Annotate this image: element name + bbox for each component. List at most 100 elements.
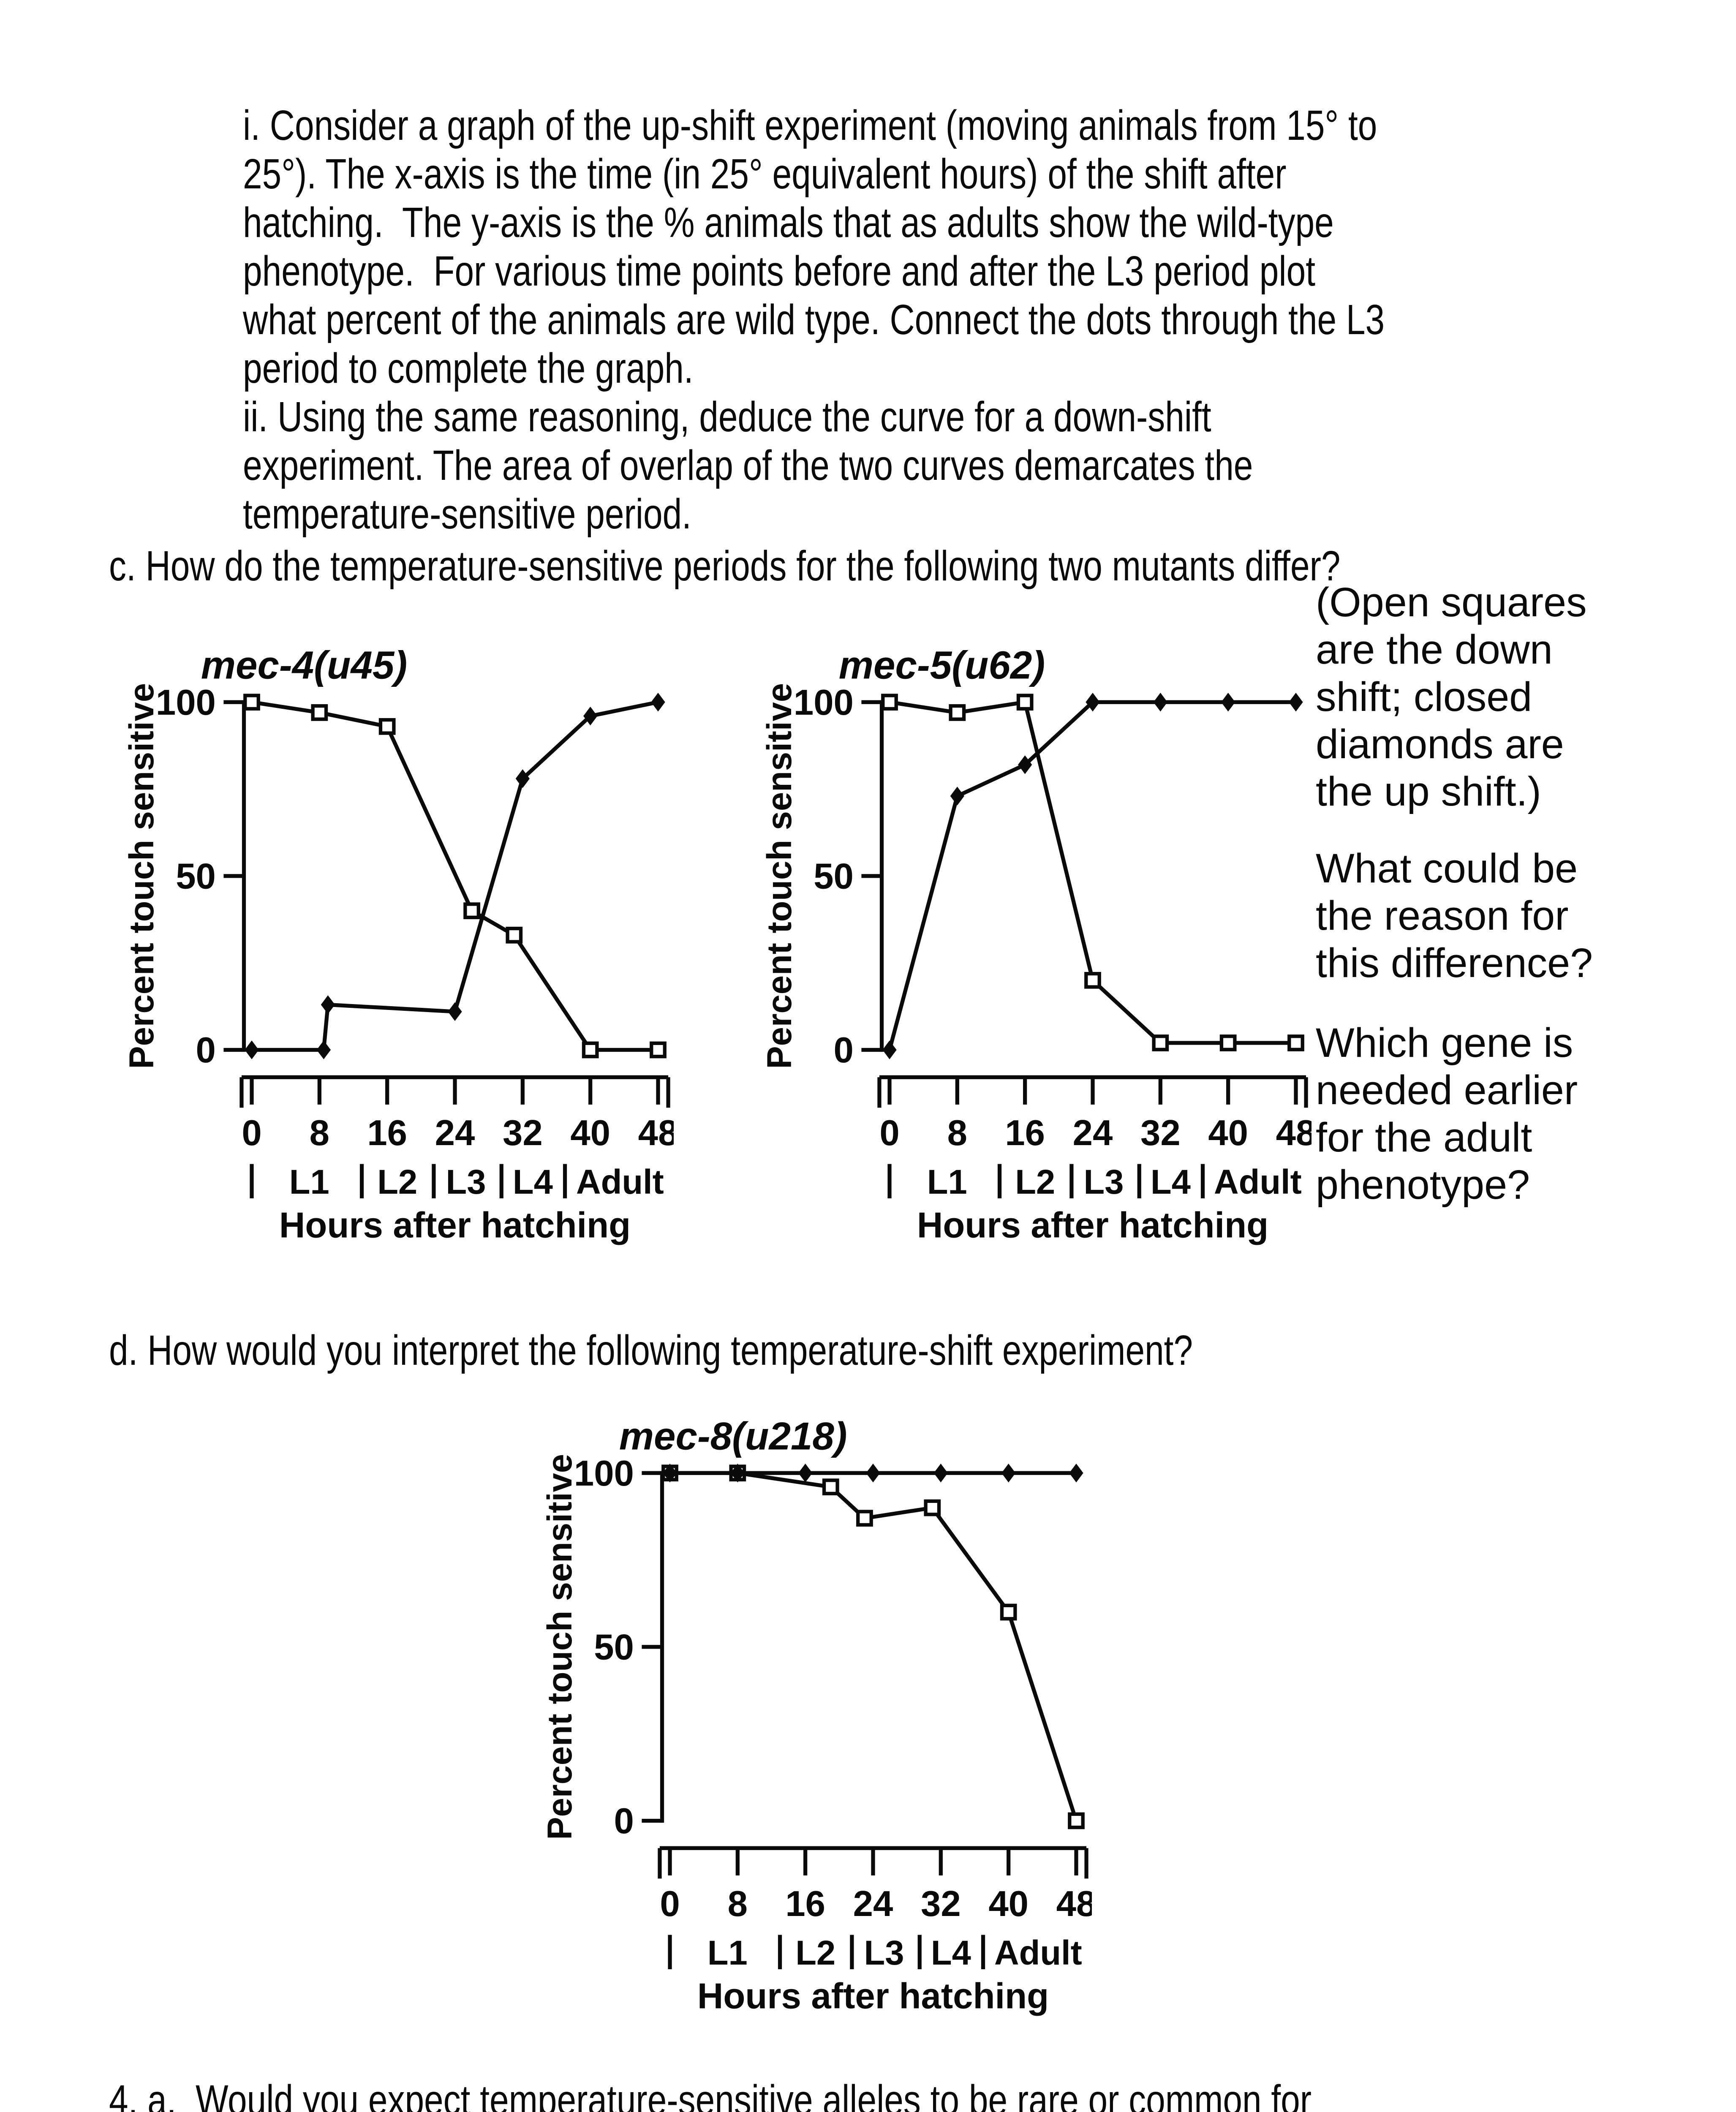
stage-label: L3 bbox=[446, 1163, 486, 1201]
y-axis-label: Percent touch sensitive bbox=[545, 1454, 579, 1840]
y-axis bbox=[223, 700, 246, 1052]
y-tick-label: 50 bbox=[594, 1627, 634, 1667]
stage-label: L4 bbox=[1151, 1163, 1191, 1201]
stage-row: L1 L2 L3 L4 Adult bbox=[668, 1934, 1082, 1972]
y-axis-label: Percent touch sensitive bbox=[765, 683, 799, 1069]
question-d: d. How would you interpret the following… bbox=[109, 1327, 1193, 1374]
x-tick-label: 48 bbox=[638, 1113, 674, 1153]
question-c: c. How do the temperature-sensitive peri… bbox=[109, 542, 1341, 590]
y-tick-label: 0 bbox=[834, 1030, 854, 1070]
x-tick-label: 32 bbox=[1140, 1113, 1181, 1153]
y-tick-label: 0 bbox=[196, 1030, 216, 1070]
legend-note: (Open squares are the down shift; closed… bbox=[1316, 579, 1587, 814]
marker-closed-diamond bbox=[245, 1040, 259, 1059]
marker-open-square bbox=[378, 718, 396, 735]
x-axis bbox=[658, 1846, 1088, 1879]
chart-title: mec-8(u218) bbox=[619, 1414, 847, 1458]
x-tick-label: 16 bbox=[367, 1113, 407, 1153]
y-axis bbox=[642, 1471, 664, 1823]
marker-closed-diamond bbox=[933, 1464, 948, 1483]
marker-closed-diamond bbox=[448, 1002, 462, 1021]
stage-row: L1 L2 L3 L4 Adult bbox=[250, 1163, 664, 1201]
marker-open-square bbox=[1287, 1034, 1304, 1051]
stage-label: L4 bbox=[513, 1163, 553, 1201]
marker-closed-diamond bbox=[1221, 693, 1235, 712]
marker-open-square bbox=[650, 1041, 667, 1059]
x-tick-label: 0 bbox=[879, 1113, 899, 1153]
marker-closed-diamond bbox=[882, 1040, 897, 1059]
x-tick-label: 8 bbox=[728, 1884, 748, 1924]
marker-open-square bbox=[311, 704, 328, 721]
y-axis bbox=[861, 700, 884, 1052]
chart-mec-5-u62: mec-5(u62) 0 50 100 Percent touch sensitive 0… bbox=[760, 636, 1316, 1246]
x-tick-label: 32 bbox=[503, 1113, 543, 1153]
chart-mec-8-u218: mec-8(u218) 0 50 100 Percent touch sensitive… bbox=[541, 1407, 1096, 2017]
x-tick-label: 0 bbox=[660, 1884, 680, 1924]
marker-closed-diamond bbox=[866, 1464, 880, 1483]
series-line-down-shift bbox=[251, 700, 658, 1052]
series-line-down-shift bbox=[670, 1471, 1078, 1821]
y-tick-label: 50 bbox=[814, 856, 854, 896]
x-tick-label: 16 bbox=[1005, 1113, 1045, 1153]
marker-open-square bbox=[949, 704, 966, 721]
marker-open-square bbox=[1219, 1034, 1237, 1051]
intro-paragraph: i. Consider a graph of the up-shift expe… bbox=[243, 102, 1385, 538]
marker-open-square bbox=[822, 1478, 839, 1496]
stage-label: Adult bbox=[994, 1934, 1082, 1972]
x-tick-label: 16 bbox=[785, 1884, 825, 1924]
marker-open-square bbox=[1016, 694, 1034, 711]
marker-open-square bbox=[1084, 972, 1101, 989]
marker-open-square bbox=[924, 1499, 941, 1516]
marker-open-square bbox=[1152, 1034, 1169, 1051]
marker-closed-diamond bbox=[1086, 693, 1100, 712]
x-axis-label: Hours after hatching bbox=[279, 1206, 631, 1246]
stage-label: L3 bbox=[864, 1934, 904, 1972]
marker-closed-diamond bbox=[651, 693, 665, 712]
question-which-gene: Which gene is needed earlier for the adu… bbox=[1316, 1020, 1578, 1208]
x-tick-label: 32 bbox=[921, 1884, 961, 1924]
question-4: 4. a. Would you expect temperature-sensi… bbox=[109, 2077, 1312, 2112]
stage-label: L2 bbox=[1015, 1163, 1055, 1201]
x-tick-label: 24 bbox=[853, 1884, 893, 1924]
stage-label: L3 bbox=[1084, 1163, 1124, 1201]
x-tick-label: 48 bbox=[1276, 1113, 1312, 1153]
marker-open-square bbox=[506, 926, 523, 944]
marker-open-square bbox=[1000, 1603, 1017, 1621]
x-tick-label: 48 bbox=[1056, 1884, 1092, 1924]
stage-label: L2 bbox=[377, 1163, 417, 1201]
stage-label: L1 bbox=[707, 1934, 748, 1972]
y-tick-label: 100 bbox=[156, 683, 216, 723]
y-tick-label: 50 bbox=[176, 856, 216, 896]
stage-label: Adult bbox=[1214, 1163, 1302, 1201]
stage-row: L1 L2 L3 L4 Adult bbox=[887, 1163, 1302, 1201]
x-tick-label: 40 bbox=[988, 1884, 1029, 1924]
x-axis-label: Hours after hatching bbox=[917, 1206, 1268, 1246]
marker-open-square bbox=[463, 902, 480, 920]
series-line-up-shift bbox=[887, 700, 1296, 1051]
marker-closed-diamond bbox=[321, 995, 335, 1014]
marker-open-square bbox=[856, 1510, 873, 1527]
marker-closed-diamond bbox=[1001, 1464, 1016, 1483]
x-tick-label: 24 bbox=[435, 1113, 475, 1153]
x-tick-label: 8 bbox=[947, 1113, 967, 1153]
x-tick-label: 40 bbox=[1208, 1113, 1248, 1153]
marker-open-square bbox=[243, 694, 260, 711]
stage-label: Adult bbox=[576, 1163, 664, 1201]
x-axis-label: Hours after hatching bbox=[697, 1976, 1049, 2017]
marker-closed-diamond bbox=[1069, 1464, 1083, 1483]
stage-label: L2 bbox=[795, 1934, 835, 1972]
x-axis bbox=[239, 1075, 670, 1108]
x-axis bbox=[877, 1075, 1308, 1108]
marker-closed-diamond bbox=[950, 787, 964, 806]
y-tick-label: 100 bbox=[574, 1453, 634, 1494]
marker-open-square bbox=[582, 1041, 599, 1059]
stage-label: L4 bbox=[931, 1934, 971, 1972]
marker-open-square bbox=[881, 694, 898, 711]
marker-closed-diamond bbox=[515, 769, 530, 788]
marker-closed-diamond bbox=[1289, 693, 1303, 712]
question-reason: What could be the reason for this differ… bbox=[1316, 845, 1593, 986]
y-axis-label: Percent touch sensitive bbox=[127, 683, 161, 1069]
